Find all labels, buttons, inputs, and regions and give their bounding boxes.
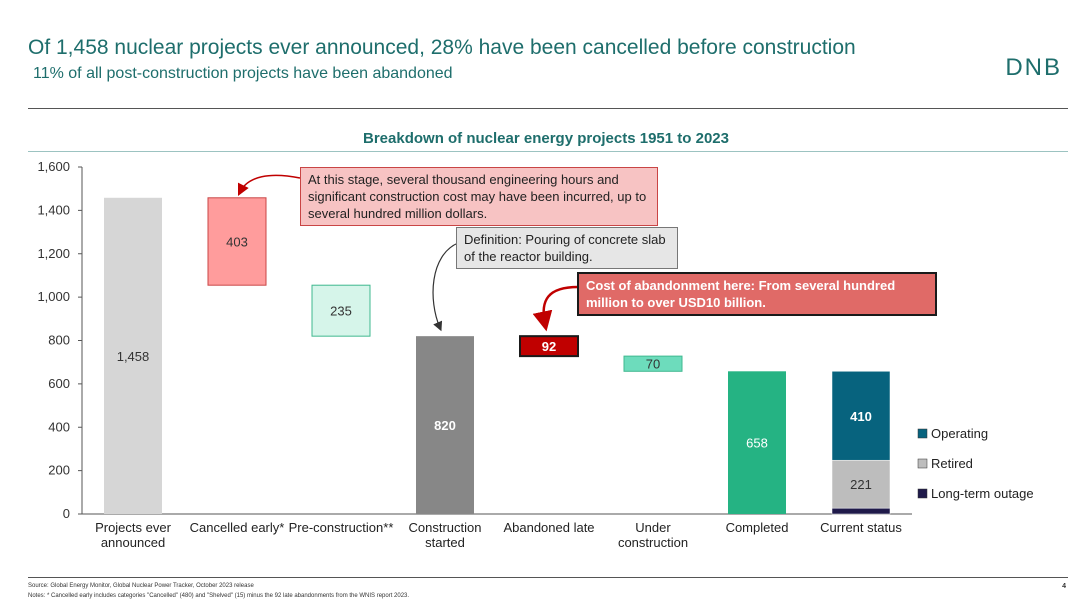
x-category-label: construction [618,535,688,550]
x-category-label: started [425,535,465,550]
footer-divider [28,577,1068,578]
x-category-label: Under [635,520,671,535]
y-tick-label: 600 [48,376,70,391]
legend-label: Retired [931,456,973,471]
callout-abandonment-cost: Cost of abandonment here: From several h… [577,272,937,316]
chart-title-divider [28,151,1068,152]
y-tick-label: 1,200 [37,246,70,261]
bar-value-label: 658 [746,436,768,451]
y-tick-label: 800 [48,333,70,348]
stack-segment-2 [831,371,891,461]
legend-swatch [917,458,928,469]
bar-4 [519,335,579,358]
bar-2 [311,284,371,337]
x-category-label: Projects ever [95,520,172,535]
bar-5 [623,355,683,372]
stack-value-label: 221 [850,477,872,492]
page-number: 4 [1062,583,1066,590]
header-divider [28,108,1068,109]
legend-label: Operating [931,426,988,441]
bar-value-label: 820 [434,418,456,433]
x-category-label: announced [101,535,165,550]
chart-title: Breakdown of nuclear energy projects 195… [363,130,729,147]
y-tick-label: 400 [48,419,70,434]
bar-value-label: 235 [330,304,352,319]
x-category-label: Cancelled early* [190,520,285,535]
arrow-to-cancelled [237,174,301,197]
bar-3 [416,336,474,514]
x-category-label: Pre-construction** [289,520,394,535]
stack-segment-1 [831,459,891,509]
bar-value-label: 92 [542,339,556,354]
y-tick-label: 1,400 [37,202,70,217]
callout-cancelled-cost: At this stage, several thousand engineer… [300,167,658,226]
bar-0 [104,197,162,514]
source-note: Source: Global Energy Monitor, Global Nu… [28,583,254,589]
brand-logo: DNB [1005,54,1062,81]
bar-value-label: 70 [646,357,660,372]
x-category-label: Current status [820,520,902,535]
x-category-label: Abandoned late [503,520,594,535]
legend-swatch [917,428,928,439]
y-tick-label: 1,000 [37,289,70,304]
page-headline: Of 1,458 nuclear projects ever announced… [28,36,856,59]
x-category-label: Completed [726,520,789,535]
legend-label: Long-term outage [931,486,1034,501]
arrow-to-construction [432,242,459,332]
x-category-label: Construction [409,520,482,535]
stack-segment-0 [831,507,891,515]
y-tick-label: 200 [48,463,70,478]
arrow-to-abandoned [532,285,579,332]
bar-6 [728,371,786,514]
footnotes: Notes: * Cancelled early includes catego… [28,593,410,599]
callout-construction-definition: Definition: Pouring of concrete slab of … [456,227,678,269]
stack-value-label: 410 [850,409,872,424]
bar-1 [207,197,267,286]
legend-swatch [917,488,928,499]
y-tick-label: 0 [63,506,70,521]
y-tick-label: 1,600 [37,159,70,174]
bar-value-label: 1,458 [117,349,150,364]
bar-value-label: 403 [226,234,248,249]
page-subheadline: 11% of all post-construction projects ha… [33,65,453,82]
